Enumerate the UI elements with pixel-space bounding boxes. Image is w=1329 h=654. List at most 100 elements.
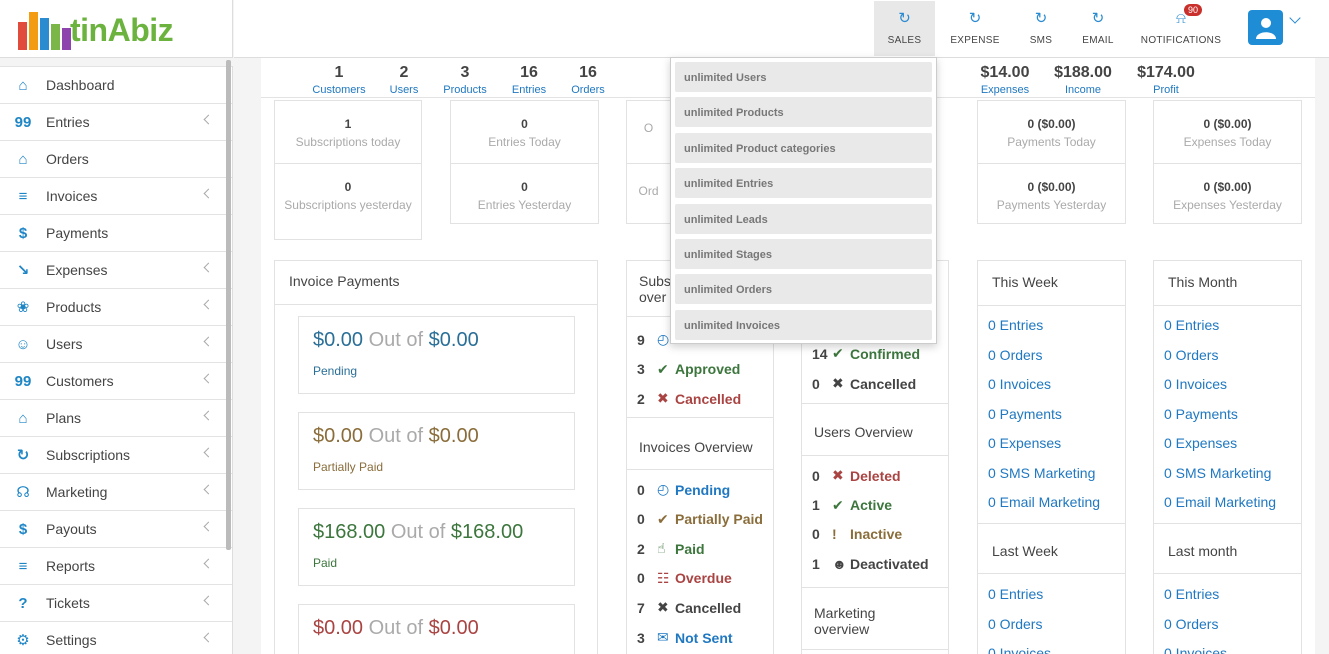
sidebar-item-entries[interactable]: 99 Entries [0,103,232,140]
period-link[interactable]: 0 Orders [1164,346,1219,363]
sales-dropdown-item[interactable]: unlimited Orders [675,274,932,305]
overview-label[interactable]: Cancelled [675,390,742,407]
period-link[interactable]: 0 Entries [1164,586,1220,602]
overview-count: 3 [637,361,645,377]
period-link[interactable]: 0 Email Marketing [988,494,1101,510]
stat-link[interactable]: Expenses [980,84,1030,96]
overview-label[interactable]: Cancelled [675,599,742,616]
overview-count: 0 [637,570,645,587]
summary-box: 1 Subscriptions today 0 Subscriptions yeste… [274,100,422,240]
period-link[interactable]: 0 Payments [988,405,1062,422]
stat-link[interactable]: Profit [1153,84,1179,96]
invoices-overview-title: Invoices Overview [639,439,753,455]
period-link[interactable]: 0 Expenses [1164,435,1238,451]
sidebar-item-label: Expenses [46,262,108,278]
sales-dropdown-item[interactable]: unlimited Entries [675,168,932,199]
summary-label: Payments Yesterday [996,198,1107,212]
cart-icon: ⌂ [18,150,28,168]
sidebar-item-customers[interactable]: 99 Customers [0,362,232,399]
overview-label[interactable]: Inactive [850,526,903,543]
period-link[interactable]: 0 Invoices [1164,645,1228,654]
header-notifications-button[interactable]: ⍾ NOTIFICATIONS 90 [1134,1,1228,56]
overview-label[interactable]: Deleted [850,467,901,484]
sales-dropdown-item[interactable]: unlimited Product categories [675,132,932,163]
summary-box: O Ord [626,100,671,224]
sidebar-item-orders[interactable]: ⌂ Orders [0,140,232,177]
overview-label[interactable]: Cancelled [850,375,917,392]
divider [978,573,1125,574]
sidebar-item-products[interactable]: ❀ Products [0,288,232,325]
month-panel: This Month 0 Entries 0 Orders 0 Invoices 0 P… [1153,260,1302,654]
period-link[interactable]: 0 Entries [988,586,1044,602]
overview-label[interactable]: Deactivated [850,555,929,572]
x-icon: ✖ [657,390,669,406]
summary-cell-top: 0 ($0.00) Payments Today [978,101,1125,163]
sales-dropdown-item[interactable]: unlimited Invoices [675,309,932,340]
period-link[interactable]: 0 Entries [1164,317,1220,333]
sidebar-item-tickets[interactable]: ? Tickets [0,584,232,621]
period-link[interactable]: 0 Invoices [988,645,1052,654]
sidebar-item-reports[interactable]: ≡ Reports [0,547,232,584]
check-icon: ✔ [657,510,669,527]
stat-link[interactable]: Entries [511,84,547,96]
sidebar-item-invoices[interactable]: ≡ Invoices [0,177,232,214]
sidebar-item-marketing[interactable]: ☊ Marketing [0,473,232,510]
overview-label[interactable]: Approved [675,361,741,377]
sidebar-item-expenses[interactable]: ↘ Expenses [0,251,232,288]
header-expense-button[interactable]: ↻ EXPENSE [940,1,1010,56]
chevron-left-icon [203,299,214,310]
summary-value: 0 ($0.00) [1027,117,1076,131]
chevron-left-icon [203,447,214,458]
sidebar-item-payouts[interactable]: $ Payouts [0,510,232,547]
sidebar-scrollbar[interactable] [226,60,231,550]
overview-label[interactable]: Overdue [675,570,732,587]
sales-dropdown-item[interactable]: unlimited Leads [675,203,932,234]
header-email-button[interactable]: ↻ EMAIL [1072,1,1124,56]
period-link[interactable]: 0 Entries [988,317,1044,333]
sales-dropdown-item[interactable]: unlimited Products [675,97,932,128]
sidebar-item-payments[interactable]: $ Payments [0,214,232,251]
summary-cell-bottom: 0 Subscriptions yesterday [275,163,421,239]
chevron-down-icon[interactable] [1289,12,1301,24]
payment-status-label: Paid [313,556,338,570]
period-link[interactable]: 0 SMS Marketing [1164,464,1272,481]
sidebar-item-subscriptions[interactable]: ↻ Subscriptions [0,436,232,473]
payment-status-label: Partially Paid [313,460,384,474]
sales-dropdown-item[interactable]: unlimited Stages [675,238,932,269]
period-link[interactable]: 0 Invoices [988,376,1052,392]
marketing-overview-title: Marketing [814,605,876,621]
stat-link[interactable]: Users [389,84,419,96]
overview-label[interactable]: Partially Paid [675,511,763,528]
stat-link[interactable]: Income [1064,84,1102,96]
sidebar-item-plans[interactable]: ⌂ Plans [0,399,232,436]
header-sales-button[interactable]: ↻ SALES [874,1,935,56]
sidebar-item-dashboard[interactable]: ⌂ Dashboard [0,66,232,103]
stat-link[interactable]: Products [443,84,487,96]
header-sms-button[interactable]: ↻ SMS [1015,1,1067,56]
question-icon: ? [18,594,28,612]
exclamation-icon: ! [832,526,837,543]
overview-label[interactable]: Confirmed [850,345,920,362]
period-link[interactable]: 0 Orders [988,615,1043,632]
period-link[interactable]: 0 Invoices [1164,376,1228,392]
summary-cell-top: 0 ($0.00) Expenses Today [1154,101,1301,163]
overview-count: 3 [637,629,645,646]
sidebar-item-users[interactable]: ☺ Users [0,325,232,362]
period-link[interactable]: 0 Expenses [988,435,1062,451]
overview-label[interactable]: Pending [675,481,731,498]
stat-link[interactable]: Orders [571,84,605,96]
period-link[interactable]: 0 Payments [1164,405,1238,422]
overview-label[interactable]: Paid [675,540,705,557]
overview-label[interactable]: Not Sent [675,629,733,646]
user-avatar[interactable] [1248,10,1283,45]
period-link[interactable]: 0 Email Marketing [1164,494,1277,510]
period-link[interactable]: 0 Orders [988,346,1043,363]
sales-dropdown-item[interactable]: unlimited Users [675,62,932,92]
overview-row: 1 ☻ Deactivated [812,556,929,572]
sidebar-item-settings[interactable]: ⚙ Settings [0,621,232,654]
period-link[interactable]: 0 SMS Marketing [988,464,1096,481]
period-link[interactable]: 0 Orders [1164,615,1219,632]
sidebar-item-label: Reports [46,558,96,574]
overview-label[interactable]: Active [850,497,893,514]
stat-link[interactable]: Customers [312,84,366,96]
